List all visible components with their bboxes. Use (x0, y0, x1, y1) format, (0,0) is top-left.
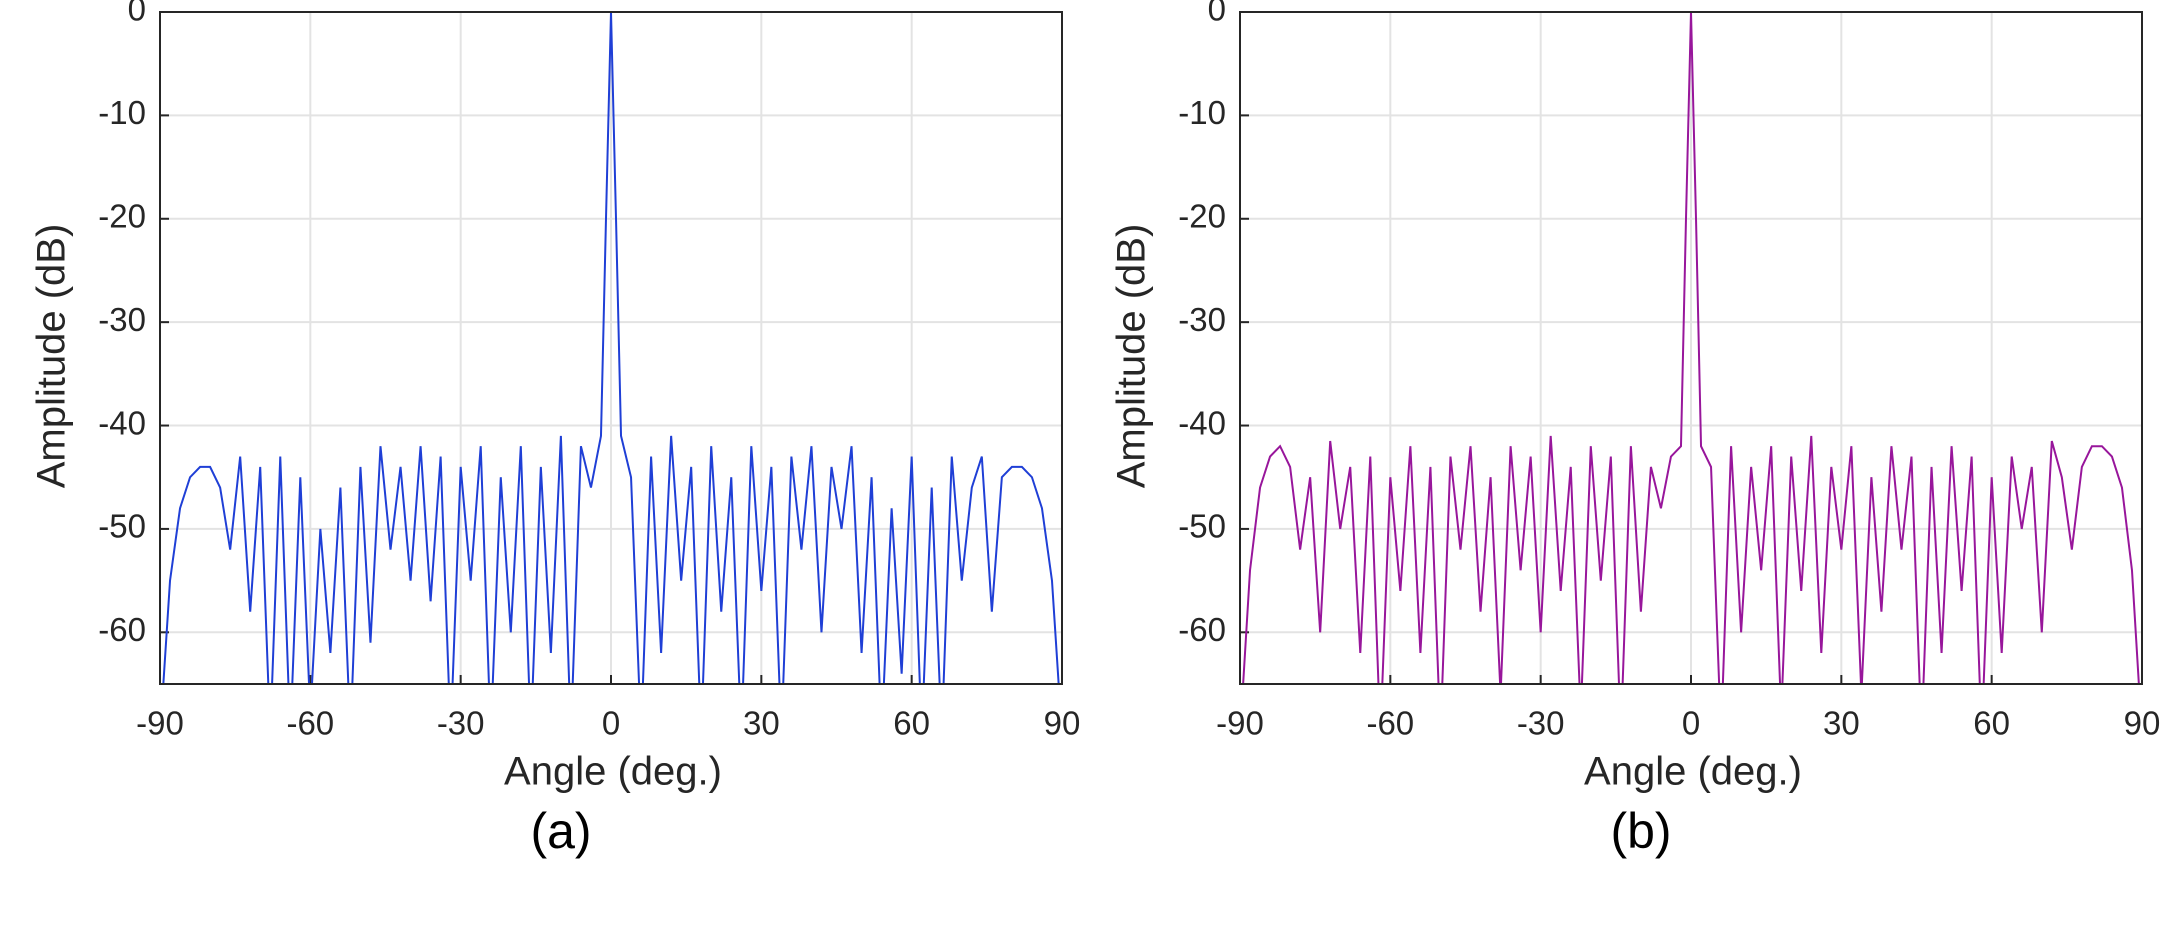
y-axis-label: Amplitude (dB) (1110, 224, 1154, 489)
x-tick-label: -90 (1216, 705, 1264, 742)
y-tick-label: 0 (128, 0, 146, 28)
y-tick-label: -60 (98, 611, 146, 648)
x-tick-label: 30 (1823, 705, 1860, 742)
y-tick-label: -40 (98, 404, 146, 441)
x-tick-label: -60 (1366, 705, 1414, 742)
series-line (1242, 12, 2140, 684)
plot-panel: -90 -60 -30 0 30 60 90 -60 -50 -40 -30 -20 -10 0 Angle… (1110, 0, 2161, 859)
y-tick-label: -40 (1178, 404, 1226, 441)
plot-frame (1239, 11, 2143, 685)
y-tick-label: -20 (1178, 197, 1226, 234)
y-tick-label: 0 (1208, 0, 1226, 28)
x-tick-label: 30 (743, 705, 780, 742)
x-tick-label: -90 (136, 705, 184, 742)
caption: (a) (530, 803, 591, 859)
x-tick-label: 0 (1682, 705, 1700, 742)
y-tick-label: -20 (98, 197, 146, 234)
y-tick-label: -50 (98, 508, 146, 545)
y-tick-label: -30 (1178, 301, 1226, 338)
x-tick-label: 90 (1044, 705, 1081, 742)
y-tick-label: -60 (1178, 611, 1226, 648)
x-tick-label: -60 (286, 705, 334, 742)
x-tick-label: 0 (602, 705, 620, 742)
x-tick-label: -30 (1517, 705, 1565, 742)
y-tick-label: -10 (1178, 94, 1226, 131)
series-line (162, 12, 1060, 684)
x-tick-label: 90 (2124, 705, 2161, 742)
x-axis-label: Angle (deg.) (504, 750, 722, 794)
caption: (b) (1610, 803, 1671, 859)
plot-panel: -90 -60 -30 0 30 60 90 -60 -50 -40 -30 -20 -10 0 Angle… (30, 0, 1081, 859)
y-tick-label: -10 (98, 94, 146, 131)
x-tick-label: -30 (437, 705, 485, 742)
x-axis-label: Angle (deg.) (1584, 750, 1802, 794)
x-tick-label: 60 (893, 705, 930, 742)
y-tick-label: -50 (1178, 508, 1226, 545)
x-tick-label: 60 (1973, 705, 2010, 742)
y-axis-label: Amplitude (dB) (30, 224, 74, 489)
plot-frame (159, 11, 1063, 685)
y-tick-label: -30 (98, 301, 146, 338)
